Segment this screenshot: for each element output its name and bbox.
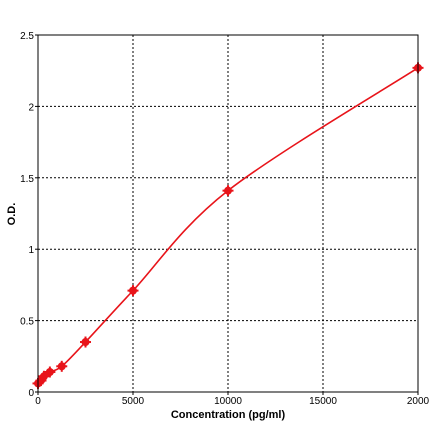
y-tick-label: 2 <box>28 102 34 113</box>
y-axis-ticks: 0 0.5 1 1.5 2 2.5 <box>20 31 38 399</box>
y-tick-label: 1.5 <box>20 174 34 185</box>
x-tick-label: 5000 <box>122 396 145 407</box>
x-tick-label: 0 <box>35 396 41 407</box>
x-tick-label: 10000 <box>214 396 242 407</box>
x-axis-title: Concentration (pg/ml) <box>171 409 286 421</box>
x-tick-label: 15000 <box>309 396 337 407</box>
x-tick-label: 2000 <box>407 396 430 407</box>
y-tick-label: 1 <box>28 245 34 256</box>
y-tick-label: 0.5 <box>20 317 34 328</box>
x-axis-ticks: 0 5000 10000 15000 2000 <box>35 392 430 407</box>
y-tick-label: 2.5 <box>20 31 34 42</box>
y-axis-title: O.D. <box>6 203 18 226</box>
y-tick-label: 0 <box>28 388 34 399</box>
